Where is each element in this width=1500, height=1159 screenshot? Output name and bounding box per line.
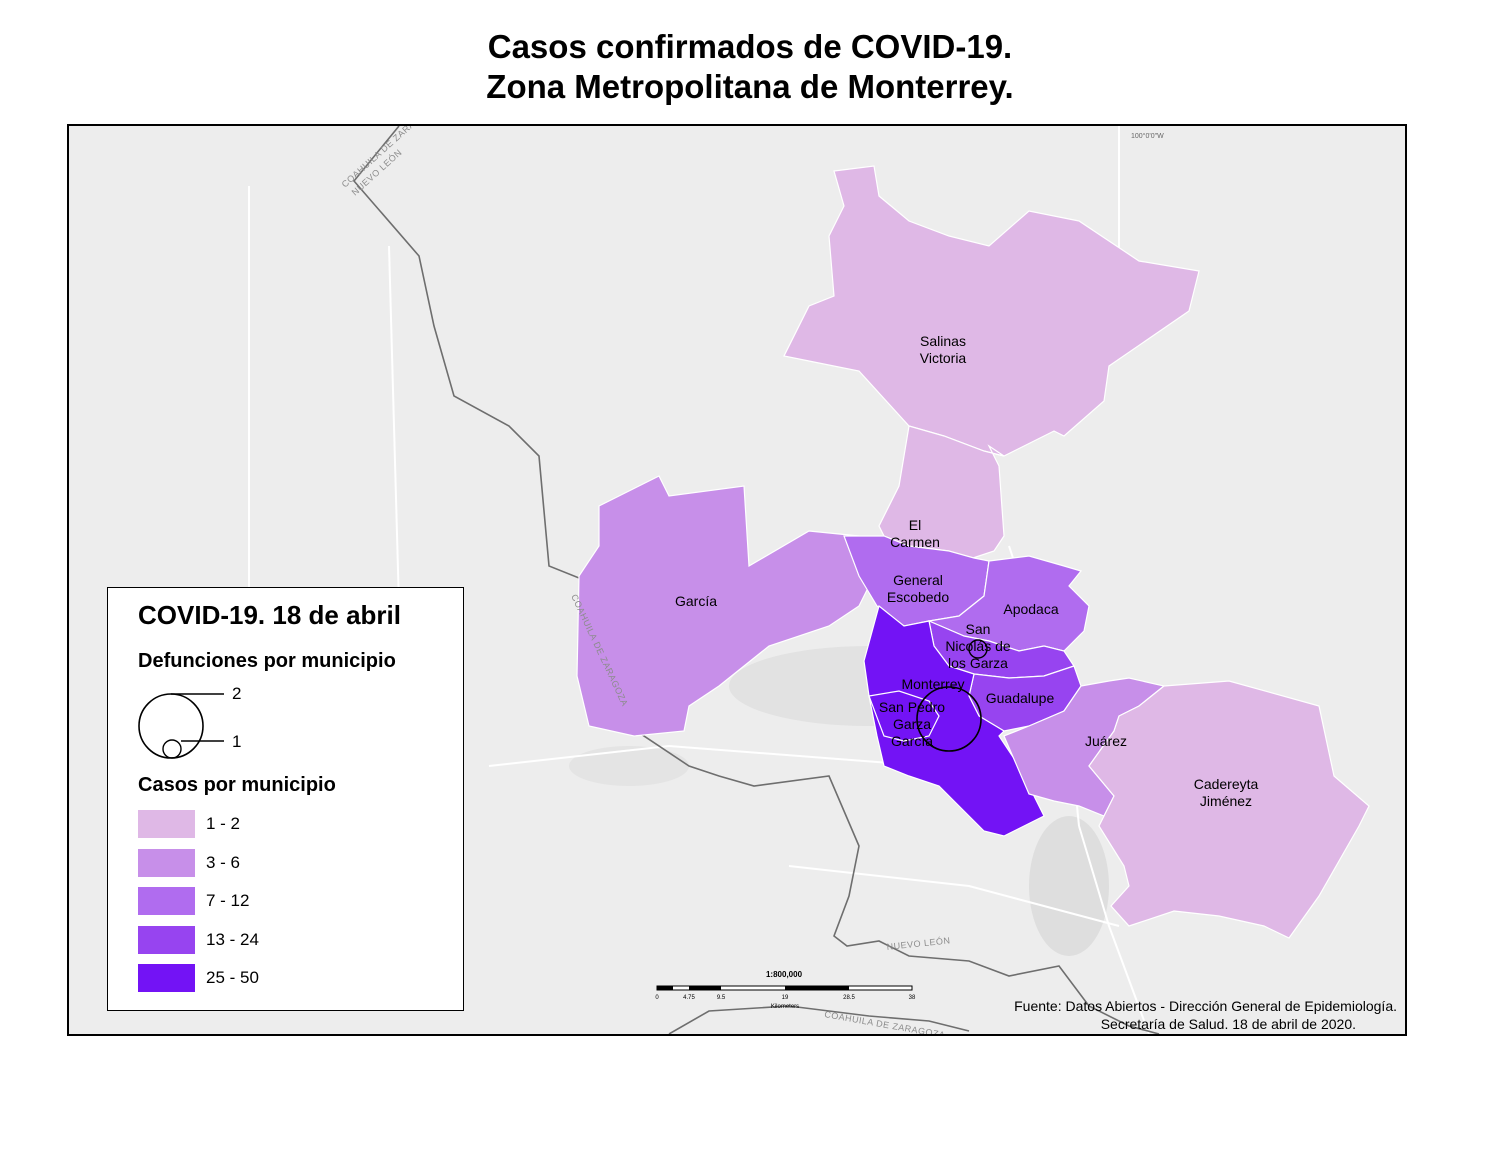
label-san-pedro-line-3: García [891, 733, 933, 749]
legend-cases-title: Casos por municipio [138, 774, 336, 796]
legend-class-row: 13 - 24 [138, 925, 438, 956]
municipalities [576, 165, 1370, 939]
label-san-nicolas-line-2: Nicolás de [945, 638, 1011, 654]
scale-tick-3: 19 [782, 995, 789, 1001]
scale-tick-1: 4.75 [683, 995, 695, 1001]
legend-class-swatch [138, 964, 195, 992]
label-salinas-victoria-line-1: Salinas [920, 333, 966, 349]
scale-tick-0: 0 [655, 995, 659, 1001]
legend-class-swatch [138, 887, 195, 915]
legend-class-label: 1 - 2 [206, 814, 241, 833]
municipality-garcia[interactable] [576, 475, 880, 737]
legend-class-label: 3 - 6 [206, 852, 241, 872]
municipality-salinas-victoria[interactable] [783, 165, 1200, 457]
label-san-nicolas-line-3: los Garza [948, 655, 1008, 671]
state-label-nuevo-leon-south: NUEVO LEÓN [886, 935, 951, 952]
map-title-line-2: Zona Metropolitana de Monterrey. [486, 68, 1014, 105]
map-title-line-1: Casos confirmados de COVID-19. [487, 28, 1013, 65]
state-border [352, 126, 1160, 1034]
label-guadalupe-line-1: Guadalupe [986, 690, 1055, 706]
label-garcia-line-1: García [675, 593, 717, 609]
legend-class-swatch [138, 848, 195, 877]
legend-deaths-title: Defunciones por municipio [138, 650, 396, 672]
label-juarez-line-1: Juárez [1085, 733, 1127, 749]
label-san-nicolas-line-1: San [966, 621, 991, 637]
legend-death-value-2: 2 [232, 684, 242, 703]
legend-class-swatch [138, 810, 195, 838]
scale-bar: 1:800,000 0 4.75 9.5 19 28.5 38 Kilomete… [655, 970, 916, 1010]
legend-title: COVID-19. 18 de abril [138, 600, 401, 630]
legend-class-swatch [138, 925, 195, 954]
meridian-label: 100°0'0"W [1131, 132, 1164, 140]
label-san-pedro-line-1: San Pedro [879, 699, 945, 715]
scale-ratio: 1:800,000 [766, 970, 803, 979]
legend-class-label: 7 - 12 [206, 891, 250, 910]
municipality-cadereyta-jimenez[interactable] [1088, 680, 1370, 939]
legend-class-row: 7 - 12 [138, 887, 438, 917]
source-line-2: Secretaría de Salud. 18 de abril de 2020… [1101, 1016, 1356, 1032]
source-line-1: Fuente: Datos Abiertos - Dirección Gener… [1014, 998, 1397, 1014]
label-cadereyta-line-2: Jiménez [1200, 793, 1252, 809]
death-circle-monterrey[interactable] [916, 686, 982, 752]
legend-class-row: 25 - 50 [138, 964, 438, 994]
scale-tick-2: 9.5 [717, 995, 726, 1001]
legend-class-row: 1 - 2 [138, 810, 438, 840]
label-cadereyta-line-1: Cadereyta [1194, 776, 1259, 792]
label-general-escobedo-line-2: Escobedo [887, 589, 949, 605]
legend: COVID-19. 18 de abril Defunciones por mu… [107, 587, 464, 1011]
label-el-carmen-line-1: El [909, 517, 921, 533]
legend-death-circles [138, 693, 224, 759]
state-border-south [668, 1005, 970, 1034]
label-general-escobedo-line-1: General [893, 572, 943, 588]
label-san-pedro-line-2: Garza [893, 716, 931, 732]
municipality-el-carmen[interactable] [878, 425, 1005, 562]
death-symbols [916, 639, 988, 752]
label-monterrey-line-1: Monterrey [901, 676, 964, 692]
scale-tick-5: 38 [909, 995, 916, 1001]
label-apodaca-line-1: Apodaca [1003, 601, 1058, 617]
legend-class-label: 13 - 24 [206, 929, 259, 949]
scale-tick-4: 28.5 [843, 995, 855, 1001]
scale-unit: Kilometers [771, 1004, 799, 1010]
label-el-carmen-line-2: Carmen [890, 534, 940, 550]
legend-death-value-1: 1 [232, 732, 242, 751]
label-salinas-victoria-line-2: Victoria [920, 350, 967, 366]
legend-class-row: 3 - 6 [138, 848, 438, 879]
legend-class-label: 25 - 50 [206, 968, 259, 987]
death-circle-san-nicolas[interactable] [968, 639, 988, 659]
